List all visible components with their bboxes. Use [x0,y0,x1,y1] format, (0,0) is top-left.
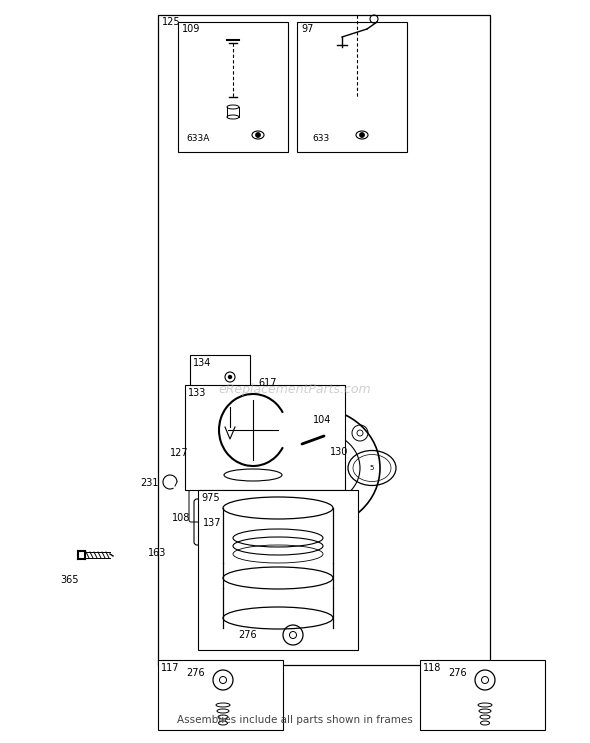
Text: 118: 118 [423,663,441,673]
Text: 617: 617 [258,378,277,388]
Text: 127: 127 [170,448,189,458]
Text: 975: 975 [201,493,219,503]
Circle shape [255,132,261,137]
Text: Assemblies include all parts shown in frames: Assemblies include all parts shown in fr… [177,715,413,725]
Text: 231: 231 [140,478,159,488]
Text: 133: 133 [188,388,206,398]
Bar [178,22,288,152]
Text: 125: 125 [162,17,181,27]
Text: 137: 137 [203,518,221,528]
Text: 97: 97 [301,24,313,34]
Text: 365: 365 [60,575,78,585]
Text: 104: 104 [313,415,332,425]
Text: eReplacementParts.com: eReplacementParts.com [219,383,371,397]
Circle shape [228,375,231,378]
Bar [158,15,490,665]
Text: 5: 5 [370,465,374,471]
Text: 633A: 633A [186,134,209,143]
Bar [158,660,283,730]
Text: 633: 633 [312,134,329,143]
Text: 276: 276 [186,668,205,678]
Text: 163: 163 [148,548,166,558]
Text: 117: 117 [161,663,179,673]
Circle shape [359,132,365,137]
Text: 130: 130 [330,447,348,457]
Bar [198,490,358,650]
Text: 276: 276 [448,668,467,678]
Bar [190,355,250,405]
Text: 109: 109 [182,24,201,34]
Bar [185,385,345,490]
Bar [420,660,545,730]
Text: 134: 134 [193,358,211,368]
Text: 108: 108 [172,513,191,523]
Text: 276: 276 [238,630,257,640]
Bar [297,22,407,152]
